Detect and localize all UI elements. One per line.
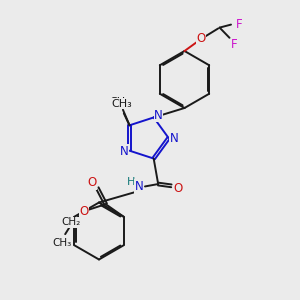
Text: CH₃: CH₃ [52,238,72,248]
Text: N: N [154,109,163,122]
Text: CH₃: CH₃ [109,97,130,107]
Text: F: F [231,38,238,52]
Text: O: O [196,32,206,46]
Text: N: N [169,132,178,145]
Text: H: H [127,177,135,187]
Text: O: O [79,205,88,218]
Text: O: O [87,176,97,189]
Text: F: F [236,17,242,31]
Text: CH₂: CH₂ [61,217,81,227]
Text: N: N [135,180,144,193]
Text: CH₃: CH₃ [111,99,132,109]
Text: N: N [120,145,128,158]
Text: O: O [174,182,183,195]
